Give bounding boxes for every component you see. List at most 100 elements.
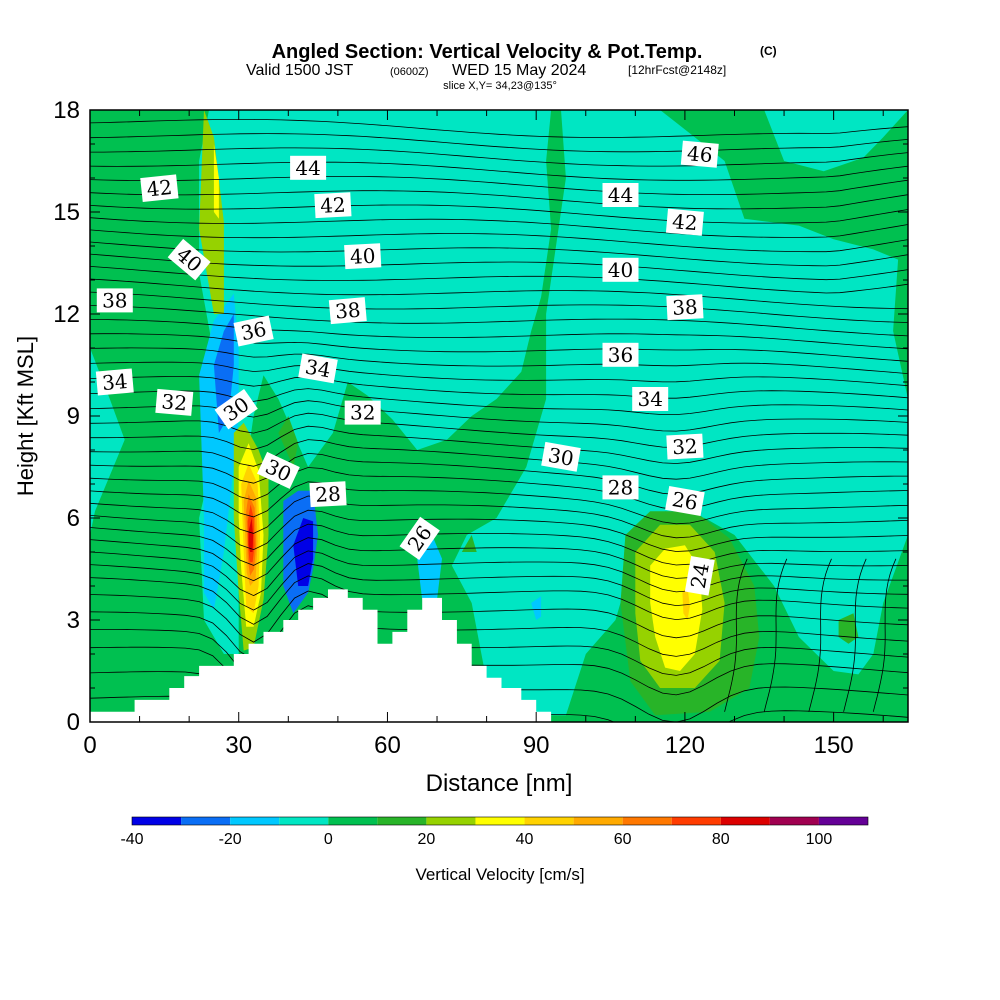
contour-label-text: 30 xyxy=(546,443,575,471)
contour-label-box xyxy=(666,294,704,321)
contour-label-box xyxy=(167,238,211,281)
isentrope-line xyxy=(90,537,908,582)
velocity-region xyxy=(90,110,125,535)
isentrope-line xyxy=(90,605,908,661)
contour-label: 32 xyxy=(344,400,381,425)
isentrope-line xyxy=(724,558,748,712)
contour-label-text: 42 xyxy=(671,209,698,235)
contour-label: 34 xyxy=(298,353,338,384)
isentrope-line xyxy=(90,425,908,464)
contour-label: 26 xyxy=(665,486,705,516)
colorbar-tick-label: -40 xyxy=(120,831,143,848)
isentrope-line xyxy=(90,278,908,310)
contour-label-text: 36 xyxy=(239,317,269,346)
contour-label-box xyxy=(666,433,704,460)
contour-label-text: 32 xyxy=(161,389,188,415)
contour-label: 24 xyxy=(684,555,715,596)
colorbar-swatch xyxy=(818,817,868,825)
contour-label: 34 xyxy=(95,368,134,396)
contour-label-box xyxy=(96,288,133,313)
contour-label-text: 32 xyxy=(350,401,375,425)
isentrope-line xyxy=(90,575,908,625)
isentrope-line xyxy=(90,523,908,566)
colorbar-swatch xyxy=(622,817,672,825)
isentrope-line xyxy=(90,133,908,153)
y-tick-label: 12 xyxy=(53,301,80,328)
contour-label-text: 34 xyxy=(637,387,662,411)
contour-label-text: 24 xyxy=(686,561,714,590)
velocity-region xyxy=(278,416,299,467)
colorbar-tick-label: 80 xyxy=(712,831,730,848)
colorbar-swatch xyxy=(426,817,476,825)
contour-label: 38 xyxy=(666,294,704,321)
isentrope-line xyxy=(90,229,908,253)
colorbar-tick-label: 100 xyxy=(806,831,833,848)
contour-label: 40 xyxy=(344,243,382,270)
isentrope-line xyxy=(90,550,908,597)
isentrope-line xyxy=(90,563,908,611)
x-tick-label: 30 xyxy=(225,732,252,759)
contour-label-box xyxy=(684,555,715,596)
contour-label-box xyxy=(140,174,179,203)
y-axis-label: Height [Kft MSL] xyxy=(13,336,38,496)
isentrope-line xyxy=(90,361,908,387)
colorbar-swatch xyxy=(230,817,280,825)
contour-label: 44 xyxy=(290,155,327,180)
contour-label-box xyxy=(233,315,274,347)
chart-subtitle: Valid 1500 JST (0600Z) WED 15 May 2024 [… xyxy=(246,62,726,79)
contour-label-box xyxy=(314,192,352,219)
contour-label-box xyxy=(665,208,704,236)
contour-label-text: 42 xyxy=(320,193,347,218)
isentrope-line xyxy=(90,119,908,138)
contour-label-box xyxy=(541,441,581,472)
contour-label-box xyxy=(632,387,669,411)
velocity-region xyxy=(199,110,552,654)
colorbar-swatch xyxy=(524,817,574,825)
colorbar-swatch xyxy=(132,817,182,825)
isentrope-line xyxy=(90,347,908,374)
isentrope-line xyxy=(90,509,908,552)
colorbar-tick-label: 20 xyxy=(418,831,436,848)
contour-label-box xyxy=(665,486,705,516)
contour-label-text: 40 xyxy=(608,258,633,282)
x-tick-label: 90 xyxy=(523,732,550,759)
contour-label-box xyxy=(602,475,639,500)
colorbar-tick-label: 60 xyxy=(614,831,632,848)
contour-label: 36 xyxy=(602,342,639,367)
chart-title-units: (C) xyxy=(760,44,777,58)
contour-label-box xyxy=(602,183,639,207)
contour-label-box xyxy=(290,155,327,180)
colorbar-ticks: -40 -20 0 20 40 60 80 100 xyxy=(120,831,832,848)
colorbar-swatch xyxy=(279,817,329,825)
colorbar-swatch xyxy=(377,817,427,825)
contour-label: 40 xyxy=(602,257,639,282)
contour-label-box xyxy=(602,257,639,282)
isentrope-line xyxy=(90,439,908,480)
isentrope-line xyxy=(90,619,908,678)
chart-title: Angled Section: Vertical Velocity & Pot.… xyxy=(272,41,703,63)
x-tick-label: 0 xyxy=(83,732,96,759)
contour-label-text: 38 xyxy=(102,288,127,312)
contour-label-text: 44 xyxy=(608,183,633,207)
isentrope-line xyxy=(90,253,908,281)
contour-label: 30 xyxy=(541,441,581,472)
contour-label: 42 xyxy=(140,174,179,203)
subtitle-forecast: [12hrFcst@2148z] xyxy=(628,63,726,77)
colorbar-swatch xyxy=(720,817,770,825)
contour-label-box xyxy=(602,342,639,367)
x-tick-label: 120 xyxy=(665,732,705,759)
contour-label: 42 xyxy=(314,192,352,219)
x-tick-label: 150 xyxy=(814,732,854,759)
contour-label: 32 xyxy=(666,433,704,460)
potential-temperature-contours xyxy=(90,119,908,722)
velocity-region xyxy=(293,518,314,586)
isentrope-line xyxy=(90,266,908,294)
contour-label-box xyxy=(95,368,134,396)
colorbar-swatch xyxy=(671,817,721,825)
contour-label-box xyxy=(257,451,300,489)
y-tick-label: 18 xyxy=(53,97,80,124)
isentrope-line xyxy=(872,558,897,712)
contour-label-text: 32 xyxy=(672,434,699,459)
contour-label-box xyxy=(399,516,440,561)
